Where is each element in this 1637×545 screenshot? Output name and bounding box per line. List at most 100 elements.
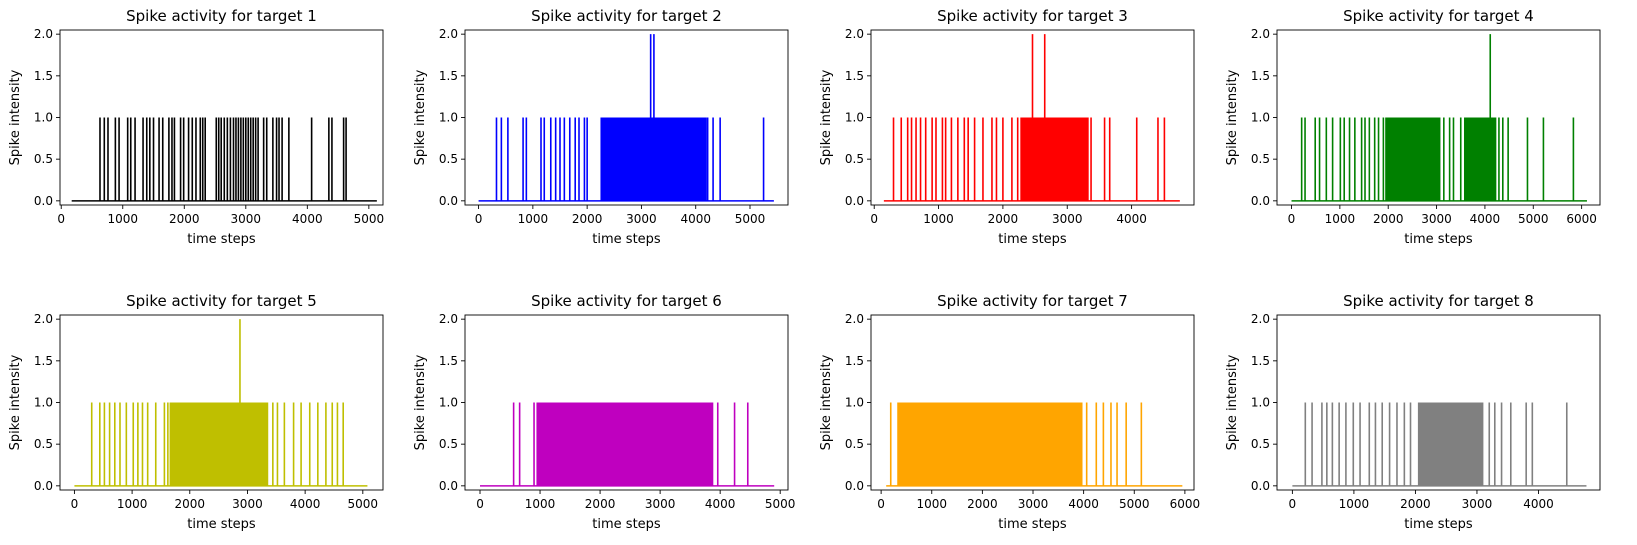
y-tick-label: 2.0 <box>34 312 53 326</box>
chart-panel-6: 0 1000 2000 3000 4000 5000 0.0 0.5 1.0 1.5 2.0 Spik… <box>413 292 795 532</box>
x-tick-label: 0 <box>877 497 885 511</box>
y-tick-label: 0.5 <box>1251 437 1270 451</box>
x-tick-label: 3000 <box>231 212 262 226</box>
x-tick-label: 4000 <box>292 212 323 226</box>
y-tick-label: 1.5 <box>845 354 864 368</box>
chart-panel-3: 0 1000 2000 3000 4000 0.0 0.5 1.0 1.5 2.0 Spike ac… <box>819 7 1195 247</box>
y-tick-label: 1.0 <box>845 111 864 125</box>
y-tick-label: 0.5 <box>845 152 864 166</box>
chart-panel-5: 0 1000 2000 3000 4000 5000 0.0 0.5 1.0 1.5 2.0 Spik… <box>8 292 384 532</box>
y-tick-label: 0.5 <box>439 437 458 451</box>
chart-panel-1: 0 1000 2000 3000 4000 5000 0.0 0.5 1.0 1.5 2.0 Spik… <box>8 7 384 247</box>
dense-spike-block <box>1417 402 1484 486</box>
x-tick-label: 0 <box>475 212 483 226</box>
y-tick-label: 1.0 <box>439 111 458 125</box>
x-tick-label: 1000 <box>1339 497 1370 511</box>
x-tick-label: 5000 <box>1119 497 1150 511</box>
x-tick-label: 4000 <box>705 497 736 511</box>
x-tick-label: 2000 <box>967 497 998 511</box>
series-line <box>886 402 1183 487</box>
y-tick-label: 2.0 <box>1251 312 1270 326</box>
y-tick-label: 1.5 <box>1251 69 1270 83</box>
x-tick-label: 0 <box>57 212 65 226</box>
series-line <box>74 319 368 487</box>
y-tick-label: 1.0 <box>34 111 53 125</box>
x-tick-label: 0 <box>71 497 79 511</box>
x-tick-label: 4000 <box>680 212 711 226</box>
chart-panel-8: 0 1000 2000 3000 4000 0.0 0.5 1.0 1.5 2.0 Spike ac… <box>1225 292 1601 532</box>
chart-title: Spike activity for target 4 <box>1343 7 1534 25</box>
y-tick-label: 1.0 <box>34 396 53 410</box>
x-tick-label: 0 <box>870 212 878 226</box>
y-tick-label: 0.0 <box>845 479 864 493</box>
x-axis-label: time steps <box>998 517 1067 532</box>
x-tick-label: 1000 <box>117 497 148 511</box>
x-tick-label: 4000 <box>1116 212 1147 226</box>
y-tick-label: 0.0 <box>439 194 458 208</box>
y-axis-label: Spike intensity <box>1225 69 1240 165</box>
y-tick-label: 1.0 <box>845 396 864 410</box>
x-tick-label: 2000 <box>169 212 200 226</box>
y-tick-label: 0.5 <box>1251 152 1270 166</box>
y-axis-label: Spike intensity <box>819 354 834 450</box>
chart-title: Spike activity for target 3 <box>937 7 1128 25</box>
chart-panel-7: 0 1000 2000 3000 4000 5000 6000 0.0 0.5 1.0 1.5 2.0… <box>819 292 1200 532</box>
y-tick-label: 2.0 <box>439 27 458 41</box>
y-tick-label: 2.0 <box>34 27 53 41</box>
y-axis-label: Spike intensity <box>413 69 428 165</box>
x-tick-label: 1000 <box>916 497 947 511</box>
series-line <box>478 34 774 202</box>
y-tick-label: 1.5 <box>439 354 458 368</box>
chart-title: Spike activity for target 8 <box>1343 292 1534 310</box>
series-line <box>1291 34 1587 202</box>
x-tick-label: 1000 <box>1325 212 1356 226</box>
y-tick-label: 2.0 <box>845 27 864 41</box>
x-axis-label: time steps <box>1404 232 1473 247</box>
y-tick-label: 0.0 <box>1251 479 1270 493</box>
y-axis-label: Spike intensity <box>819 69 834 165</box>
y-tick-label: 0.0 <box>845 194 864 208</box>
y-tick-label: 0.0 <box>34 194 53 208</box>
x-tick-label: 4000 <box>1470 212 1501 226</box>
y-tick-label: 0.0 <box>1251 194 1270 208</box>
chart-title: Spike activity for target 5 <box>126 292 317 310</box>
x-tick-label: 2000 <box>572 212 603 226</box>
chart-title: Spike activity for target 2 <box>531 7 722 25</box>
chart-title: Spike activity for target 1 <box>126 7 317 25</box>
y-tick-label: 1.5 <box>439 69 458 83</box>
x-tick-label: 3000 <box>1018 497 1049 511</box>
x-axis-label: time steps <box>187 232 256 247</box>
x-axis-label: time steps <box>187 517 256 532</box>
y-axis-label: Spike intensity <box>8 69 23 165</box>
y-tick-label: 1.0 <box>439 396 458 410</box>
x-tick-label: 0 <box>476 497 484 511</box>
y-tick-label: 2.0 <box>1251 27 1270 41</box>
x-tick-label: 3000 <box>1421 212 1452 226</box>
x-tick-label: 4000 <box>1523 497 1554 511</box>
chart-title: Spike activity for target 6 <box>531 292 722 310</box>
x-tick-label: 2000 <box>1400 497 1431 511</box>
y-axis-label: Spike intensity <box>413 354 428 450</box>
x-tick-label: 5000 <box>348 497 379 511</box>
x-tick-label: 5000 <box>354 212 385 226</box>
series-line <box>480 402 775 487</box>
dense-spike-block <box>1020 117 1089 201</box>
y-tick-label: 0.0 <box>34 479 53 493</box>
y-tick-label: 1.5 <box>34 354 53 368</box>
dense-spike-block <box>1385 117 1441 201</box>
y-axis-label: Spike intensity <box>8 354 23 450</box>
x-tick-label: 3000 <box>626 212 657 226</box>
x-tick-label: 5000 <box>1518 212 1549 226</box>
dense-spike-block <box>1464 117 1497 201</box>
x-axis-label: time steps <box>998 232 1067 247</box>
x-axis-label: time steps <box>592 517 661 532</box>
series-line <box>1292 402 1587 487</box>
chart-panel-4: 0 1000 2000 3000 4000 5000 6000 0.0 0.5 1.0 1.5 2.0… <box>1225 7 1601 247</box>
dense-spike-block <box>169 402 269 486</box>
y-tick-label: 0.5 <box>439 152 458 166</box>
x-tick-label: 4000 <box>290 497 321 511</box>
x-tick-label: 5000 <box>765 497 796 511</box>
y-axis-label: Spike intensity <box>1225 354 1240 450</box>
y-tick-label: 1.5 <box>1251 354 1270 368</box>
